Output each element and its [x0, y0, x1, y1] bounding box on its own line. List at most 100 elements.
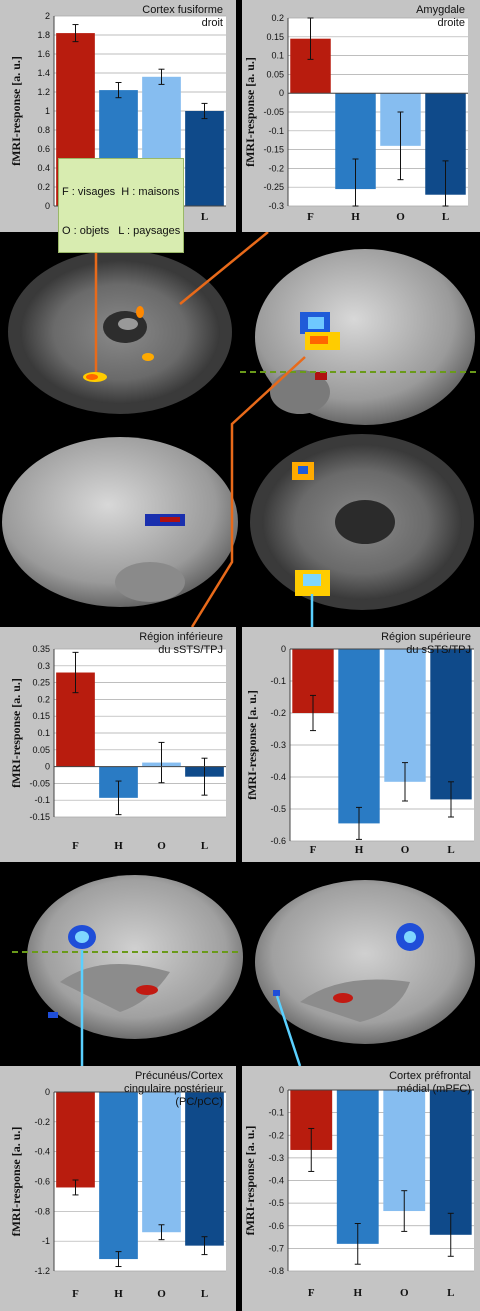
category-label: F: [72, 840, 79, 852]
category-label: O: [157, 840, 166, 852]
bar-L: [185, 1092, 224, 1246]
y-tick-label: -0.15: [29, 812, 50, 822]
brain-illustrations-2: [12, 875, 475, 1066]
bar-H: [338, 649, 380, 824]
chart-sSTS-inferior: -0.15 -0.1 -0.05 0 0.05 0.1 0.15 0.2 0.25 0.3 0.35…: [9, 631, 226, 852]
y-tick-label: -0.5: [268, 1198, 284, 1208]
y-tick-label: 0.1: [37, 728, 50, 738]
bar-L: [185, 111, 224, 206]
y-tick-label: -0.05: [29, 778, 50, 788]
condition-legend: F : visages H : maisons O : objets L : p…: [58, 158, 185, 253]
y-axis-label: fMRI-response [a. u.]: [9, 56, 23, 166]
category-label: L: [447, 1287, 454, 1299]
chart-title-line: (PC/pCC): [175, 1096, 223, 1108]
y-tick-label: 0.6: [37, 144, 50, 154]
medial-brain-left: [27, 875, 243, 1039]
y-tick-label: 0.25: [32, 678, 50, 688]
y-tick-label: -0.3: [268, 1153, 284, 1163]
chart-title-line: droite: [437, 17, 465, 29]
category-label: F: [308, 1287, 315, 1299]
y-tick-label: 0.4: [37, 163, 50, 173]
y-tick-label: -0.8: [268, 1266, 284, 1276]
category-label: O: [157, 1288, 166, 1300]
y-tick-label: 0: [281, 644, 286, 654]
y-tick-label: -0.3: [268, 201, 284, 211]
category-label: F: [72, 1288, 79, 1300]
y-tick-label: -0.2: [268, 1130, 284, 1140]
y-tick-label: 0: [45, 762, 50, 772]
medial-brain-right: [255, 880, 475, 1044]
chart-title-line: du sSTS/TPJ: [158, 644, 223, 656]
y-tick-label: -0.7: [268, 1243, 284, 1253]
y-tick-label: -0.4: [270, 772, 286, 782]
y-tick-label: 0.05: [32, 745, 50, 755]
y-tick-label: -0.1: [34, 795, 50, 805]
chart-title-line: Cortex fusiforme: [142, 4, 223, 16]
category-label: O: [401, 844, 410, 856]
y-tick-label: -0.8: [34, 1206, 50, 1216]
y-tick-label: -1: [42, 1236, 50, 1246]
y-axis-label: fMRI-response [a. u.]: [245, 690, 259, 800]
legend-line-1: F : visages H : maisons: [62, 186, 180, 198]
y-tick-label: 0: [279, 1085, 284, 1095]
brain-images-band-1: [0, 232, 480, 627]
lateral-brain-right: [255, 249, 475, 425]
y-tick-label: -0.15: [263, 145, 284, 155]
y-tick-label: -0.4: [34, 1147, 50, 1157]
brain-images-band-2: [0, 862, 480, 1066]
chart-title-line: cingulaire postérieur: [124, 1083, 223, 1095]
chart-title-line: Région inférieure: [139, 631, 223, 643]
y-tick-label: -0.1: [268, 126, 284, 136]
bar-H: [99, 1092, 138, 1260]
y-tick-label: 0.15: [32, 711, 50, 721]
bar-H: [336, 1090, 379, 1244]
chart-title-line: du sSTS/TPJ: [406, 644, 471, 656]
chart-sSTS-superior: -0.6 -0.5 -0.4 -0.3 -0.2 -0.1 0 F H O LfMRI-respon…: [245, 631, 474, 856]
y-tick-label: -0.2: [34, 1117, 50, 1127]
bar-F: [56, 1092, 95, 1188]
bar-O: [384, 649, 426, 782]
y-tick-label: 1.8: [37, 30, 50, 40]
category-label: O: [400, 1287, 409, 1299]
y-tick-label: 0.2: [37, 182, 50, 192]
category-label: L: [442, 211, 449, 223]
y-tick-label: 0: [45, 201, 50, 211]
y-tick-label: 0.2: [271, 13, 284, 23]
bar-L: [429, 1090, 472, 1235]
y-tick-label: 0.2: [37, 694, 50, 704]
chart-panel-amygdala: -0.3 -0.25 -0.2 -0.15 -0.1 -0.05 0 0.05 0.1 0.15 0…: [242, 0, 480, 232]
chart-panel-sSTS-inferior: -0.15 -0.1 -0.05 0 0.05 0.1 0.15 0.2 0.25 0.3 0.35…: [0, 627, 236, 862]
y-tick-label: -0.1: [268, 1108, 284, 1118]
category-label: L: [201, 840, 208, 852]
y-tick-label: 0.3: [37, 661, 50, 671]
y-tick-label: 0.1: [271, 51, 284, 61]
y-tick-label: 0.35: [32, 644, 50, 654]
y-tick-label: 1.2: [37, 87, 50, 97]
y-tick-label: 1.4: [37, 68, 50, 78]
y-tick-label: 1: [45, 106, 50, 116]
chart-title-line: droit: [202, 17, 223, 29]
brain-illustrations-1: [2, 232, 478, 627]
y-axis-label: fMRI-response [a. u.]: [243, 57, 257, 167]
y-tick-label: -0.2: [270, 708, 286, 718]
chart-PC-pCC: -1.2 -1 -0.8 -0.6 -0.4 -0.2 0 F H O LfMRI-response…: [9, 1070, 226, 1300]
category-label: L: [201, 211, 208, 223]
axial-slice-ventral: [8, 250, 232, 414]
y-axis-label: fMRI-response [a. u.]: [9, 678, 23, 788]
bar-O: [142, 1092, 181, 1233]
category-label: F: [307, 211, 314, 223]
chart-title-line: Région supérieure: [381, 631, 471, 643]
chart-title-line: Cortex préfrontal: [389, 1070, 471, 1082]
y-tick-label: 0.05: [266, 69, 284, 79]
y-tick-label: -0.25: [263, 182, 284, 192]
y-tick-label: -0.05: [263, 107, 284, 117]
chart-title-line: médial (mPFC): [397, 1083, 471, 1095]
category-label: O: [396, 211, 405, 223]
category-label: H: [353, 1287, 362, 1299]
chart-mPFC: -0.8 -0.7 -0.6 -0.5 -0.4 -0.3 -0.2 -0.1 0 F H O LfMR…: [243, 1070, 474, 1299]
category-label: H: [114, 1288, 123, 1300]
y-axis-label: fMRI-response [a. u.]: [9, 1127, 23, 1237]
